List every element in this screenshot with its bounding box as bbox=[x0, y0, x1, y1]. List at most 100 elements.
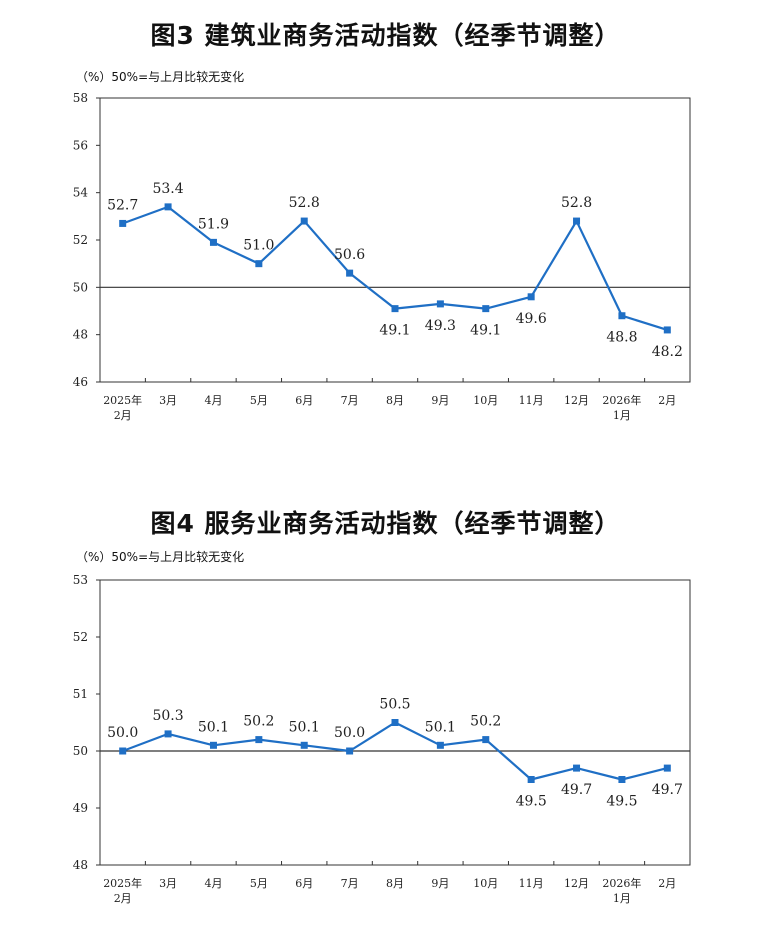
data-point bbox=[573, 764, 581, 772]
y-tick-label: 51 bbox=[73, 687, 88, 701]
x-tick-label: 11月 bbox=[519, 877, 544, 890]
data-point bbox=[482, 305, 490, 313]
x-tick-label: 6月 bbox=[295, 877, 313, 890]
data-point bbox=[436, 300, 444, 308]
data-point bbox=[255, 736, 263, 744]
x-tick-label: 12月 bbox=[564, 394, 589, 407]
x-tick-label: 1月 bbox=[613, 409, 631, 422]
unit-note-construction: （%）50%=与上月比较无变化 bbox=[76, 70, 245, 84]
data-point bbox=[663, 764, 671, 772]
data-point bbox=[300, 741, 308, 749]
data-point bbox=[527, 776, 535, 783]
data-label: 49.5 bbox=[516, 794, 547, 810]
data-point bbox=[255, 260, 263, 268]
data-label: 50.1 bbox=[289, 719, 320, 735]
data-label: 50.5 bbox=[379, 697, 410, 713]
chart-title-services: 图4 服务业商务活动指数（经季节调整） bbox=[150, 509, 621, 538]
x-tick-label: 8月 bbox=[386, 877, 404, 890]
data-label: 51.0 bbox=[243, 238, 274, 254]
y-tick-label: 48 bbox=[73, 328, 88, 342]
y-tick-label: 46 bbox=[73, 375, 88, 389]
unit-note-services: （%）50%=与上月比较无变化 bbox=[76, 550, 245, 564]
data-point bbox=[346, 269, 354, 277]
x-tick-label: 2月 bbox=[658, 877, 676, 890]
data-point bbox=[436, 741, 444, 749]
x-tick-label: 2月 bbox=[114, 409, 132, 422]
data-label: 50.3 bbox=[152, 708, 183, 724]
y-tick-label: 49 bbox=[73, 801, 88, 815]
data-label: 50.6 bbox=[334, 247, 365, 263]
data-label: 52.7 bbox=[107, 197, 138, 213]
data-label: 51.9 bbox=[198, 216, 229, 232]
data-point bbox=[482, 736, 490, 744]
x-tick-label: 7月 bbox=[341, 877, 359, 890]
y-tick-label: 52 bbox=[73, 630, 88, 644]
data-label: 49.7 bbox=[561, 782, 592, 798]
data-point bbox=[119, 219, 127, 227]
x-tick-label: 10月 bbox=[473, 877, 498, 890]
data-label: 52.8 bbox=[561, 195, 592, 211]
x-tick-label: 9月 bbox=[431, 394, 449, 407]
x-tick-label: 11月 bbox=[519, 394, 544, 407]
data-label: 53.4 bbox=[152, 181, 183, 197]
data-point bbox=[618, 776, 626, 783]
x-tick-label: 5月 bbox=[250, 877, 268, 890]
y-tick-label: 58 bbox=[73, 91, 88, 105]
plot-frame bbox=[99, 97, 691, 383]
data-label: 49.6 bbox=[516, 311, 547, 327]
x-tick-label: 6月 bbox=[295, 394, 313, 407]
data-label: 49.7 bbox=[652, 782, 683, 798]
chart-title-construction: 图3 建筑业商务活动指数（经季节调整） bbox=[150, 21, 621, 50]
data-label: 50.2 bbox=[243, 714, 274, 730]
data-point bbox=[391, 305, 399, 313]
y-tick-label: 52 bbox=[73, 233, 88, 247]
data-label: 52.8 bbox=[289, 195, 320, 211]
x-tick-label: 7月 bbox=[341, 394, 359, 407]
x-tick-label: 5月 bbox=[250, 394, 268, 407]
data-point bbox=[527, 293, 535, 301]
y-tick-label: 50 bbox=[73, 280, 88, 294]
data-label: 49.1 bbox=[470, 323, 501, 339]
x-tick-label: 9月 bbox=[431, 877, 449, 890]
plot-frame bbox=[99, 579, 691, 866]
data-point bbox=[209, 238, 217, 246]
construction-index-chart: 46 48 50 52 54 56 58 2025年 2月 3月 4月 5月 6月 7月 8月 9月 10月 11… bbox=[73, 91, 691, 422]
x-tick-label: 1月 bbox=[613, 892, 631, 905]
data-point bbox=[119, 747, 127, 755]
x-tick-label: 4月 bbox=[204, 394, 222, 407]
y-tick-label: 56 bbox=[73, 138, 88, 152]
data-point bbox=[209, 741, 217, 749]
data-label: 50.0 bbox=[334, 725, 365, 741]
x-tick-label: 2026年 bbox=[602, 393, 641, 407]
x-tick-label: 10月 bbox=[473, 394, 498, 407]
y-tick-label: 53 bbox=[73, 573, 88, 587]
y-tick-label: 50 bbox=[73, 744, 88, 758]
data-label: 50.0 bbox=[107, 725, 138, 741]
data-point bbox=[164, 730, 172, 738]
data-label: 49.1 bbox=[379, 323, 410, 339]
data-point bbox=[164, 203, 172, 211]
x-tick-label: 2025年 bbox=[103, 393, 142, 407]
data-label: 50.1 bbox=[425, 719, 456, 735]
data-point bbox=[573, 217, 581, 225]
y-tick-label: 54 bbox=[73, 186, 89, 200]
data-label: 49.3 bbox=[425, 318, 456, 334]
data-point bbox=[300, 217, 308, 225]
data-point bbox=[663, 326, 671, 334]
x-tick-label: 4月 bbox=[204, 877, 222, 890]
x-tick-label: 12月 bbox=[564, 877, 589, 890]
services-index-chart: 48 49 50 51 52 53 2025年 2月 3月 4月 5月 6月 7月 8月 9月 10月 11月 1… bbox=[73, 573, 691, 905]
data-point bbox=[346, 747, 354, 755]
data-label: 48.8 bbox=[606, 330, 637, 346]
x-tick-label: 2月 bbox=[114, 892, 132, 905]
x-tick-label: 2026年 bbox=[602, 876, 641, 890]
x-tick-label: 2025年 bbox=[103, 876, 142, 890]
data-label: 48.2 bbox=[652, 344, 683, 360]
data-point bbox=[618, 312, 626, 320]
x-tick-label: 2月 bbox=[658, 394, 676, 407]
x-tick-label: 3月 bbox=[159, 394, 177, 407]
data-label: 50.1 bbox=[198, 719, 229, 735]
data-point bbox=[391, 719, 399, 726]
x-tick-label: 3月 bbox=[159, 877, 177, 890]
data-label: 50.2 bbox=[470, 714, 501, 730]
